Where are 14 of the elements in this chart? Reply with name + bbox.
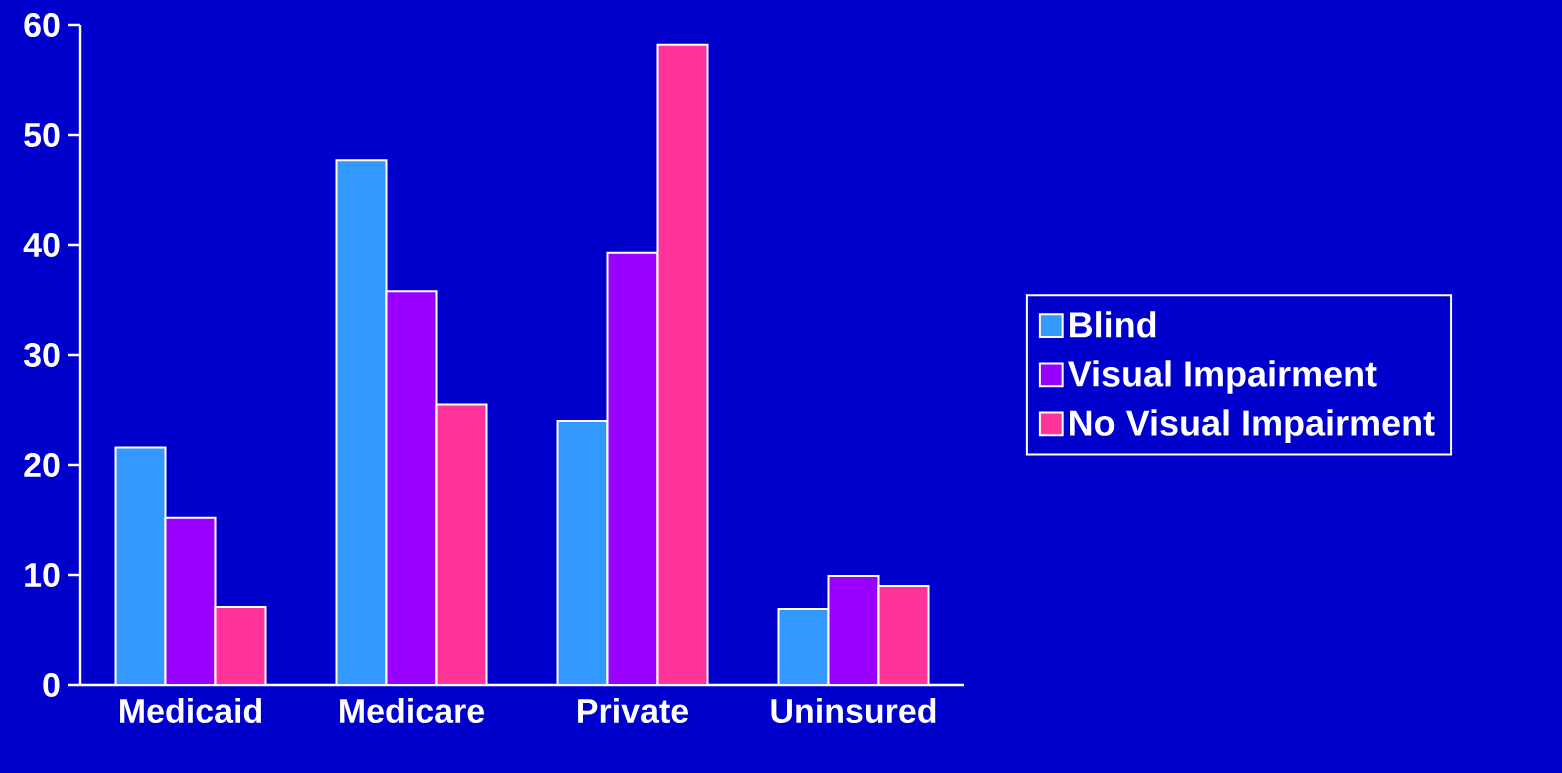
legend-label: Visual Impairment xyxy=(1067,360,1377,394)
y-tick-label: 30 xyxy=(23,342,60,368)
x-tick-label: Medicaid xyxy=(120,698,262,724)
y-tick-label: 50 xyxy=(24,122,60,148)
legend-label: No Visual Impairment xyxy=(1070,409,1435,443)
x-tick-label: Medicare xyxy=(340,698,485,724)
y-tick-label: 0 xyxy=(43,672,60,698)
y-tick-label: 20 xyxy=(24,452,60,478)
x-tick-label: Private xyxy=(578,698,689,724)
y-tick-label: 40 xyxy=(23,232,60,258)
y-tick-label: 60 xyxy=(24,12,60,38)
x-tick-label: Uninsured xyxy=(771,698,936,724)
legend-label: Blind xyxy=(1070,311,1156,338)
y-tick-label: 10 xyxy=(25,562,60,588)
